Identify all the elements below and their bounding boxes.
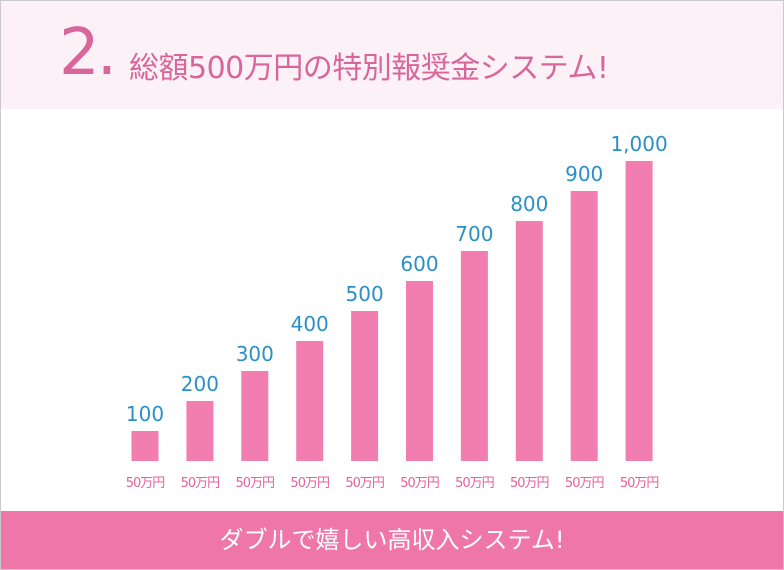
bar-9 [570, 191, 598, 461]
bar-6 [406, 281, 433, 461]
bar-10 [625, 161, 653, 461]
bar-3 [241, 371, 269, 461]
value-label-5: 500 [346, 282, 384, 306]
bar-chart: 100 50万円 200 50万円 300 50万円 400 50万円 500 50万円 600 50… [126, 132, 668, 491]
value-label-7: 700 [455, 222, 493, 246]
value-label-6: 600 [400, 252, 438, 276]
category-label-1: 50万円 [126, 476, 165, 491]
bar-4 [296, 341, 324, 461]
bar-7 [460, 251, 488, 461]
value-label-10: 1,000 [610, 132, 667, 156]
category-label-7: 50万円 [455, 476, 494, 491]
bar-2 [186, 401, 214, 461]
category-label-9: 50万円 [565, 476, 604, 491]
category-label-6: 50万円 [400, 476, 439, 491]
value-label-9: 900 [565, 162, 603, 186]
category-label-2: 50万円 [181, 476, 220, 491]
bar-5 [351, 311, 379, 461]
value-label-8: 800 [510, 192, 548, 216]
value-label-3: 300 [236, 342, 274, 366]
section-title: 総額500万円の特別報奨金システム! [129, 51, 609, 86]
section-number: 2. [59, 16, 117, 90]
value-label-1: 100 [126, 402, 164, 426]
footer-text: ダブルで嬉しい高収入システム! [219, 526, 565, 554]
category-label-3: 50万円 [236, 476, 275, 491]
category-label-4: 50万円 [290, 476, 329, 491]
bar-1 [131, 431, 159, 461]
category-label-5: 50万円 [345, 476, 384, 491]
category-label-8: 50万円 [510, 476, 549, 491]
value-label-4: 400 [291, 312, 329, 336]
chart-area: 100 50万円 200 50万円 300 50万円 400 50万円 500 50万円 600 50… [1, 109, 783, 511]
bar-8 [515, 221, 543, 461]
header-band: 2. 総額500万円の特別報奨金システム! [1, 1, 783, 109]
footer-banner: ダブルで嬉しい高収入システム! [1, 511, 783, 569]
category-label-10: 50万円 [620, 476, 659, 491]
value-label-2: 200 [181, 372, 219, 396]
